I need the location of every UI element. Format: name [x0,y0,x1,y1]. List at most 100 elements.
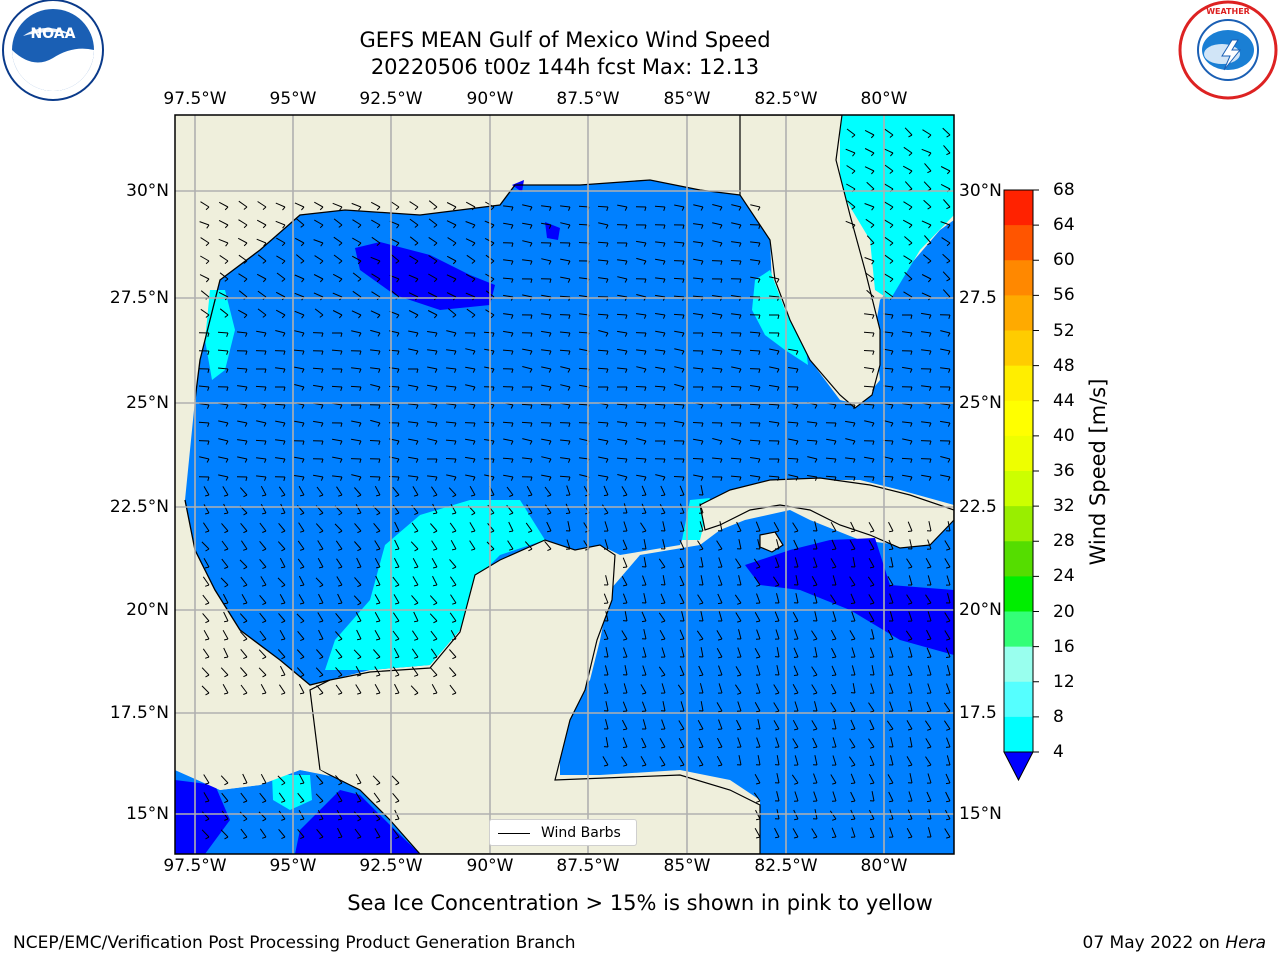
wind-barb [559,349,571,355]
wind-barb [351,255,362,265]
wind-barb [635,457,647,463]
wind-barb [902,219,913,229]
wind-barb [394,683,400,695]
wind-barb [768,403,780,409]
wind-barb [886,720,894,731]
wind-barb [313,474,324,481]
wind-barb [217,386,229,391]
wind-barb [540,242,552,247]
wind-barb [333,218,343,228]
wind-barb [864,148,875,157]
wind-barb [655,330,666,337]
wind-barb [428,236,438,246]
wind-barb [544,540,552,552]
wind-barb [678,756,685,767]
wind-barb [826,438,837,445]
wind-barb [830,594,837,605]
wind-barb [769,276,780,283]
wind-barb [774,611,780,622]
wind-barb [427,438,438,445]
wind-barb [749,368,761,373]
wind-barb [673,224,685,229]
wind-barb [541,330,552,337]
wind-barb [901,350,913,355]
wind-barb [278,828,286,840]
wind-barb [924,720,932,731]
wind-barbs [198,127,951,840]
wind-barb [446,349,457,355]
wind-barb [655,349,666,355]
wind-barb [654,205,666,211]
wind-barb [502,242,514,247]
wind-barb [849,738,856,749]
wind-barb [641,611,647,623]
wind-barb [522,259,533,265]
wind-barb [257,254,267,264]
wind-barb [622,521,628,532]
wind-barb [356,629,362,641]
wind-barb [925,594,932,605]
wind-barb [863,331,875,337]
wind-barb [603,701,609,712]
wind-barb [942,253,951,264]
wind-barb [355,611,362,623]
wind-barb [239,559,248,570]
wind-barb [902,438,913,445]
wind-barb [926,791,932,803]
wind-barb [940,367,951,373]
wind-barb [698,665,704,677]
wind-barb [718,611,723,622]
wind-barb [698,611,704,622]
wind-barb [200,201,210,211]
lon-tick-top-8: 80°W [860,89,908,109]
wind-barb [750,241,761,247]
wind-barb [431,558,438,569]
wind-barb [846,165,856,174]
wind-barb [522,204,533,211]
wind-barb [939,440,951,445]
wind-barb [807,475,818,481]
wind-barb [884,201,894,211]
wind-barb [315,793,324,804]
lon-tick-bottom-3: 92.5°W [359,856,423,876]
wind-barb [374,594,381,605]
wind-barb [697,756,704,767]
wind-barb [199,456,210,463]
wind-barb [408,421,419,427]
wind-barb [201,667,210,678]
wind-barb [922,254,932,264]
wind-barb [793,755,799,766]
wind-barb [658,666,666,677]
wind-barb [812,557,818,568]
wind-barb [526,504,533,515]
wind-barb [906,594,913,605]
wind-barb [298,594,305,605]
wind-barb [219,308,229,318]
wind-barb [484,348,495,355]
wind-barb [275,457,286,463]
footer-date: 07 May 2022 on Hera [1083,933,1267,953]
wind-barb [888,593,894,604]
wind-barb [883,348,894,355]
wind-barb [635,421,647,427]
lat-tick-left-2: 27.5°N [109,288,169,308]
wind-barb [811,828,818,839]
wind-barb [693,386,704,392]
wind-barb [887,576,894,587]
wind-barb [924,235,932,246]
wind-barb [278,810,286,821]
wind-barb [277,775,286,786]
wind-barb [392,612,400,623]
wind-barb [522,240,533,247]
wind-barb [560,384,571,391]
wind-barb [749,224,761,229]
wind-barb [655,258,666,265]
wind-barb [427,421,438,427]
wind-barb [940,166,951,175]
wind-barb [597,241,609,247]
wind-barb [408,274,419,283]
wind-barb [945,521,951,532]
colorbar [1003,189,1039,782]
wind-barb [942,127,951,138]
wind-barb [850,593,856,604]
